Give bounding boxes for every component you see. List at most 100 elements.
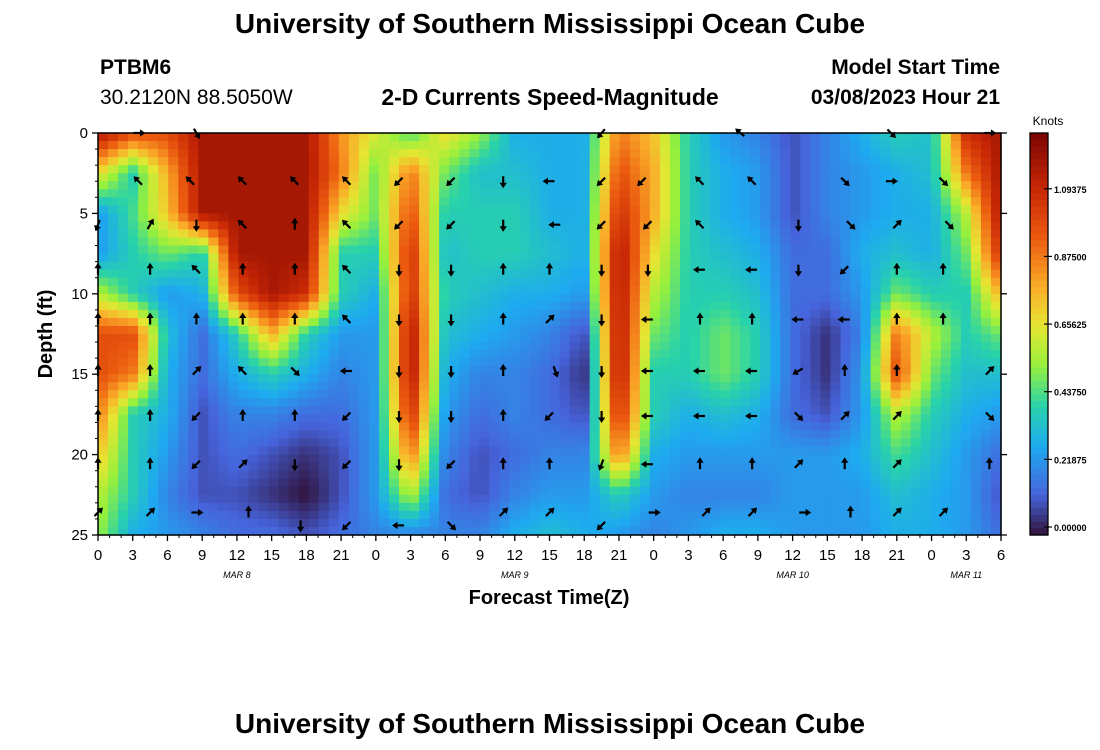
heatmap-cell bbox=[770, 526, 781, 536]
heatmap-cell bbox=[308, 301, 320, 311]
heatmap-cell bbox=[920, 245, 932, 255]
heatmap-cell bbox=[98, 253, 109, 263]
heatmap-cell bbox=[479, 173, 490, 182]
heatmap-cell bbox=[980, 261, 992, 271]
heatmap-cell bbox=[930, 422, 942, 432]
heatmap-cell bbox=[378, 173, 390, 182]
heatmap-cell bbox=[559, 309, 571, 319]
heatmap-cell bbox=[760, 293, 771, 303]
heatmap-cell bbox=[228, 261, 240, 271]
heatmap-cell bbox=[549, 261, 561, 271]
heatmap-cell bbox=[98, 197, 109, 206]
heatmap-cell bbox=[108, 526, 119, 536]
heatmap-cell bbox=[368, 317, 380, 327]
heatmap-cell bbox=[108, 510, 119, 520]
heatmap-cell bbox=[800, 438, 811, 448]
heatmap-cell bbox=[579, 382, 591, 391]
heatmap-cell bbox=[669, 221, 681, 231]
heatmap-cell bbox=[208, 494, 219, 504]
heatmap-cell bbox=[689, 301, 701, 311]
heatmap-cell bbox=[910, 157, 922, 166]
heatmap-cell bbox=[519, 502, 531, 512]
heatmap-cell bbox=[268, 390, 280, 399]
heatmap-cell bbox=[970, 366, 982, 375]
heatmap-cell bbox=[860, 430, 872, 440]
heatmap-cell bbox=[399, 165, 410, 174]
heatmap-cell bbox=[730, 446, 741, 456]
heatmap-cell bbox=[419, 438, 430, 448]
heatmap-cell bbox=[198, 173, 209, 182]
heatmap-cell bbox=[890, 229, 902, 239]
heatmap-cell bbox=[529, 157, 541, 166]
heatmap-cell bbox=[399, 237, 410, 247]
arrow-head bbox=[794, 226, 802, 232]
heatmap-cell bbox=[970, 301, 982, 311]
heatmap-cell bbox=[208, 342, 219, 351]
heatmap-cell bbox=[529, 382, 541, 391]
heatmap-cell bbox=[509, 237, 520, 247]
heatmap-cell bbox=[559, 358, 571, 367]
heatmap-cell bbox=[198, 237, 209, 247]
heatmap-cell bbox=[700, 285, 711, 295]
arrow-head bbox=[792, 368, 799, 375]
heatmap-cell bbox=[920, 382, 932, 391]
heatmap-cell bbox=[659, 149, 671, 158]
heatmap-cell bbox=[248, 245, 260, 255]
heatmap-cell bbox=[328, 438, 340, 448]
heatmap-cell bbox=[980, 285, 992, 295]
heatmap-cell bbox=[378, 293, 390, 303]
heatmap-cell bbox=[489, 133, 500, 142]
heatmap-cell bbox=[810, 390, 821, 399]
heatmap-cell bbox=[940, 526, 952, 536]
heatmap-cell bbox=[258, 149, 270, 158]
heatmap-cell bbox=[288, 213, 300, 223]
heatmap-cell bbox=[248, 133, 260, 142]
heatmap-cell bbox=[880, 486, 892, 496]
heatmap-cell bbox=[760, 398, 771, 407]
heatmap-cell bbox=[800, 141, 811, 150]
heatmap-cell bbox=[730, 309, 741, 319]
heatmap-cell bbox=[128, 390, 139, 399]
heatmap-cell bbox=[910, 510, 922, 520]
heatmap-cell bbox=[579, 406, 591, 415]
heatmap-cell bbox=[810, 510, 821, 520]
heatmap-cell bbox=[378, 526, 390, 536]
heatmap-cell bbox=[98, 325, 109, 335]
heatmap-cell bbox=[780, 253, 791, 263]
heatmap-cell bbox=[228, 205, 240, 214]
heatmap-cell bbox=[429, 285, 440, 295]
heatmap-cell bbox=[318, 309, 330, 319]
heatmap-cell bbox=[720, 149, 731, 158]
heatmap-cell bbox=[780, 245, 791, 255]
heatmap-cell bbox=[188, 165, 199, 174]
heatmap-cell bbox=[649, 342, 661, 351]
heatmap-cell bbox=[469, 422, 480, 432]
heatmap-cell bbox=[569, 221, 581, 231]
heatmap-cell bbox=[449, 293, 460, 303]
heatmap-cell bbox=[469, 157, 480, 166]
heatmap-cell bbox=[910, 382, 922, 391]
heatmap-cell bbox=[439, 181, 450, 190]
heatmap-cell bbox=[860, 454, 872, 464]
heatmap-cell bbox=[549, 382, 561, 391]
heatmap-cell bbox=[348, 414, 360, 424]
heatmap-cell bbox=[940, 141, 952, 150]
heatmap-cell bbox=[118, 213, 129, 223]
heatmap-cell bbox=[880, 293, 892, 303]
heatmap-cell bbox=[629, 494, 641, 504]
heatmap-cell bbox=[258, 382, 270, 391]
heatmap-cell bbox=[900, 173, 912, 182]
heatmap-cell bbox=[439, 438, 450, 448]
heatmap-cell bbox=[278, 285, 290, 295]
heatmap-cell bbox=[479, 149, 490, 158]
heatmap-cell bbox=[900, 486, 912, 496]
arrow-head bbox=[191, 414, 198, 421]
heatmap-cell bbox=[880, 133, 892, 142]
heatmap-cell bbox=[619, 173, 631, 182]
heatmap-cell bbox=[328, 454, 340, 464]
heatmap-cell bbox=[368, 213, 380, 223]
heatmap-cell bbox=[800, 277, 811, 287]
heatmap-cell bbox=[348, 245, 360, 255]
heatmap-cell bbox=[479, 478, 490, 488]
heatmap-cell bbox=[178, 165, 189, 174]
